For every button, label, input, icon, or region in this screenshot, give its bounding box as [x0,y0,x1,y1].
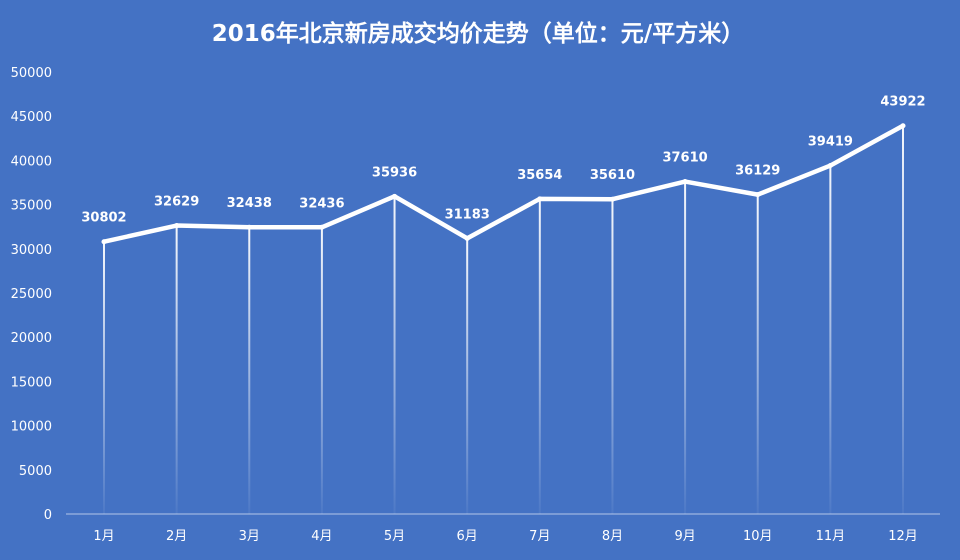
data-point [101,239,107,245]
y-axis-ticks: 0 5000 10000 15000 20000 25000 30000 35000 40000… [11,66,52,523]
x-tick-label: 6月 [457,529,478,544]
data-label: 32438 [227,196,272,211]
drop-line [103,241,105,514]
data-label: 31183 [445,207,490,222]
x-axis-ticks: 1月 2月 3月 4月 5月 6月 7月 8月 9月 10月 11月 12月 [93,529,917,544]
x-tick-label: 2月 [166,529,187,544]
drop-line [175,225,178,515]
chart-title: 2016年北京新房成交均价走势（单位：元/平方米） [212,20,744,47]
series-line [101,123,906,244]
drop-line [466,238,469,514]
x-tick-label: 11月 [816,529,846,544]
x-tick-label: 3月 [239,529,260,544]
x-tick-label: 5月 [384,529,405,544]
y-tick-label: 5000 [19,464,52,479]
data-point [827,163,833,169]
y-tick-label: 25000 [11,287,52,302]
data-point [246,224,252,230]
x-tick-label: 4月 [311,529,332,544]
y-tick-label: 10000 [11,420,52,435]
y-tick-label: 35000 [11,199,52,214]
drop-line [538,198,541,514]
data-point [609,196,615,202]
data-label: 35610 [590,168,635,183]
x-tick-label: 1月 [93,529,114,544]
data-label: 37610 [662,151,707,166]
drop-line [829,165,832,514]
x-tick-label: 12月 [888,529,918,544]
x-tick-label: 8月 [602,529,623,544]
drop-line [756,194,759,515]
y-tick-label: 50000 [11,66,52,81]
data-label: 35654 [517,168,562,183]
y-tick-label: 20000 [11,331,52,346]
y-tick-label: 0 [44,508,52,523]
data-label: 32436 [299,196,344,211]
data-labels: 30802 32629 32438 32436 35936 31183 35654 35610… [81,95,925,226]
data-point [537,196,543,202]
drop-line [248,227,251,514]
x-tick-label: 10月 [743,529,773,544]
drop-line [611,199,614,515]
y-tick-label: 45000 [11,110,52,125]
y-tick-label: 40000 [11,154,52,169]
data-point [682,179,688,185]
data-label: 43922 [880,95,925,110]
data-point [174,223,180,229]
data-point [319,224,325,230]
drop-lines [103,125,904,515]
data-label: 36129 [735,164,780,179]
data-label: 32629 [154,195,199,210]
drop-line [393,196,396,515]
data-point [755,192,761,198]
drop-line [902,125,904,514]
x-tick-label: 9月 [674,529,695,544]
series-points [101,123,906,245]
data-label: 30802 [81,211,126,226]
data-label: 35936 [372,165,417,180]
drop-line [684,181,687,515]
data-label: 39419 [808,135,853,150]
data-point [392,193,398,199]
data-point [464,235,470,241]
data-point [900,123,906,129]
y-tick-label: 30000 [11,243,52,258]
x-tick-label: 7月 [529,529,550,544]
drop-line [320,227,323,515]
y-tick-label: 15000 [11,375,52,390]
